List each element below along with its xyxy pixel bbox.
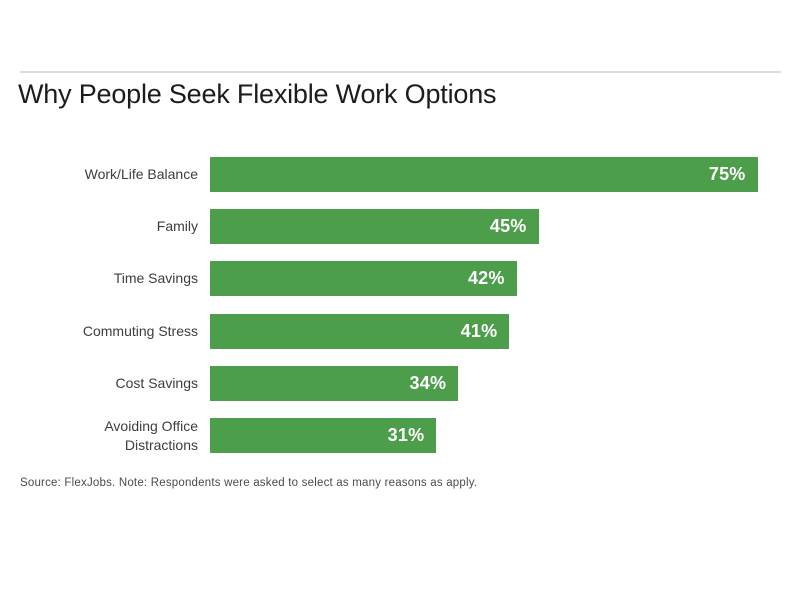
bar-row: Cost Savings 34% [0, 357, 800, 409]
top-divider [20, 71, 781, 73]
bar-row: Work/Life Balance 75% [0, 148, 800, 200]
bar-chart: Work/Life Balance 75% Family 45% Time Sa… [0, 148, 800, 462]
category-label: Commuting Stress [82, 322, 198, 339]
bar-value-label: 34% [409, 372, 447, 393]
bar-row: Time Savings 42% [0, 253, 800, 305]
category-label: Cost Savings [115, 374, 198, 391]
bar-row: Avoiding Office Distractions 31% [0, 409, 800, 461]
bar-value-label: 45% [489, 215, 527, 236]
bar-value-label: 31% [387, 425, 425, 446]
category-label: Work/Life Balance [84, 165, 198, 182]
bar-value-label: 41% [460, 320, 498, 341]
bar-row: Commuting Stress 41% [0, 305, 800, 357]
bar: 42% [210, 261, 517, 297]
page-title: Why People Seek Flexible Work Options [18, 79, 497, 109]
category-label: Time Savings [113, 270, 198, 287]
source-note: Source: FlexJobs. Note: Respondents were… [20, 477, 478, 489]
bar: 34% [210, 365, 459, 401]
bar: 31% [210, 418, 437, 454]
bar: 41% [210, 313, 510, 349]
bar: 45% [210, 208, 539, 244]
bar-value-label: 42% [467, 268, 505, 289]
category-label: Family [156, 217, 198, 234]
bar-value-label: 75% [708, 163, 746, 184]
bar: 75% [210, 156, 758, 192]
category-label: Avoiding Office Distractions [104, 417, 198, 453]
bar-row: Family 45% [0, 200, 800, 252]
